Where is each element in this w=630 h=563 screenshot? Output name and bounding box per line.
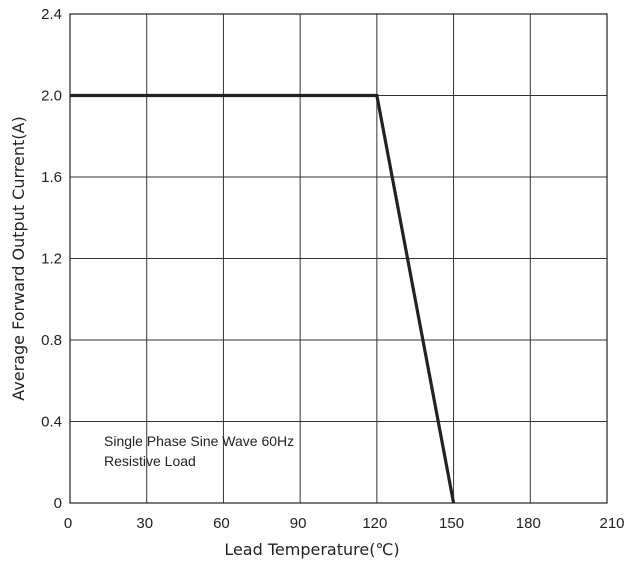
x-axis-label: Lead Temperature(℃) (224, 540, 399, 559)
y-tick-label: 2.0 (41, 88, 62, 105)
y-tick-label: 0 (54, 495, 62, 512)
y-tick-label: 2.4 (41, 6, 62, 23)
plot-frame (69, 13, 608, 504)
x-tick-labels: 0 30 60 90 120 150 180 210 (64, 515, 625, 532)
y-axis-label: Average Forward Output Current(A) (9, 116, 28, 400)
y-tick-labels: 0 0.4 0.8 1.2 1.6 2.0 2.4 (41, 6, 62, 512)
x-tick-label: 120 (362, 515, 387, 532)
x-tick-label: 60 (213, 515, 230, 532)
x-tick-label: 150 (439, 515, 464, 532)
x-tick-label: 0 (64, 515, 72, 532)
series-layer (70, 93, 456, 504)
x-tick-label: 30 (136, 515, 153, 532)
y-tick-label: 0.8 (41, 332, 62, 349)
series-line-0 (70, 93, 456, 504)
x-tick-label: 90 (290, 515, 307, 532)
y-tick-label: 0.4 (41, 414, 62, 431)
grid-lines (70, 14, 607, 503)
y-tick-label: 1.6 (41, 169, 62, 186)
annotation-line-1: Single Phase Sine Wave 60Hz (104, 433, 294, 449)
x-tick-label: 210 (599, 515, 624, 532)
x-tick-label: 180 (516, 515, 541, 532)
y-tick-label: 1.2 (41, 251, 62, 268)
annotation-line-2: Resistive Load (104, 453, 196, 469)
